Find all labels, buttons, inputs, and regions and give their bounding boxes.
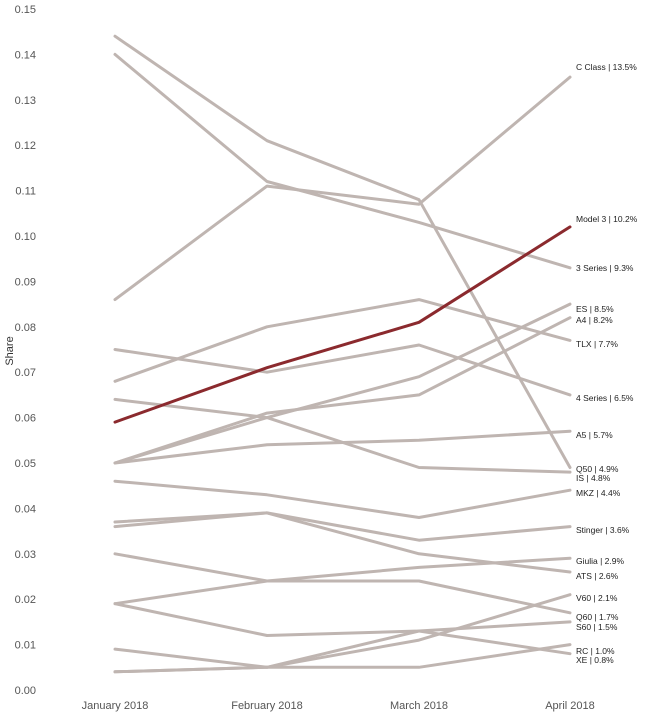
y-tick-label: 0.07: [15, 367, 36, 379]
series-end-label: A4 | 8.2%: [576, 315, 613, 325]
x-tick-label: March 2018: [390, 700, 448, 712]
y-tick-label: 0.10: [15, 231, 36, 243]
x-tick-label: January 2018: [82, 700, 149, 712]
series-end-label: Stinger | 3.6%: [576, 525, 630, 535]
y-tick-label: 0.15: [15, 4, 36, 16]
series-line-es[interactable]: [113, 302, 572, 465]
y-tick-label: 0.08: [15, 322, 36, 334]
y-axis-title: Share: [4, 336, 16, 365]
series-end-label: Model 3 | 10.2%: [576, 214, 638, 224]
series-end-labels: C Class | 13.5%3 Series | 9.3%ES | 8.5%A…: [576, 62, 638, 665]
series-line-q60[interactable]: [113, 552, 572, 615]
y-tick-label: 0.06: [15, 413, 36, 425]
series-line-model-3[interactable]: [113, 225, 572, 424]
series-end-label: RC | 1.0%: [576, 646, 615, 656]
series-end-label: A5 | 5.7%: [576, 430, 613, 440]
x-tick-label: April 2018: [545, 700, 595, 712]
series-end-label: TLX | 7.7%: [576, 339, 618, 349]
series-line-xe[interactable]: [113, 629, 572, 669]
series-end-label: ATS | 2.6%: [576, 571, 619, 581]
series-line-tlx[interactable]: [113, 298, 572, 383]
series-end-label: 3 Series | 9.3%: [576, 263, 634, 273]
y-tick-label: 0.04: [15, 503, 36, 515]
series-end-label: Q50 | 4.9%: [576, 464, 619, 474]
y-tick-label: 0.01: [15, 640, 36, 652]
series-line-stinger[interactable]: [113, 511, 572, 542]
series-line-ats[interactable]: [113, 511, 572, 574]
series-line-a4[interactable]: [113, 316, 572, 465]
series-end-label: Q60 | 1.7%: [576, 612, 619, 622]
series-line-is[interactable]: [113, 397, 572, 474]
y-tick-label: 0.02: [15, 594, 36, 606]
series-end-label: 4 Series | 6.5%: [576, 393, 634, 403]
y-tick-label: 0.05: [15, 458, 36, 470]
y-tick-label: 0.13: [15, 95, 36, 107]
series-end-label: MKZ | 4.4%: [576, 488, 621, 498]
series-end-label: IS | 4.8%: [576, 473, 611, 483]
series-end-label: V60 | 2.1%: [576, 593, 618, 603]
x-axis: January 2018 February 2018 March 2018 April…: [82, 700, 595, 712]
y-tick-label: 0.14: [15, 49, 36, 61]
series-end-label: Giulia | 2.9%: [576, 556, 624, 566]
series-line-a5[interactable]: [113, 429, 572, 465]
series-line-s60[interactable]: [113, 602, 572, 637]
y-tick-label: 0.12: [15, 140, 36, 152]
series-line-q50[interactable]: [113, 34, 572, 469]
x-tick-label: February 2018: [231, 700, 303, 712]
y-tick-label: 0.09: [15, 276, 36, 288]
y-tick-label: 0.11: [15, 186, 36, 198]
series-line-c-class[interactable]: [113, 75, 572, 302]
series-end-label: ES | 8.5%: [576, 304, 614, 314]
series-line-3-series[interactable]: [113, 52, 572, 270]
series-lines: [113, 34, 572, 674]
y-tick-label: 0.00: [15, 685, 36, 697]
y-tick-label: 0.03: [15, 549, 36, 561]
series-end-label: S60 | 1.5%: [576, 622, 618, 632]
series-line-4-series[interactable]: [113, 343, 572, 397]
series-line-rc[interactable]: [113, 643, 572, 674]
series-end-label: XE | 0.8%: [576, 655, 614, 665]
series-end-label: C Class | 13.5%: [576, 62, 637, 72]
y-axis: 0.00 0.01 0.02 0.03 0.04 0.05 0.06 0.07 0.08 0.09…: [15, 4, 36, 697]
series-line-mkz[interactable]: [113, 479, 572, 519]
